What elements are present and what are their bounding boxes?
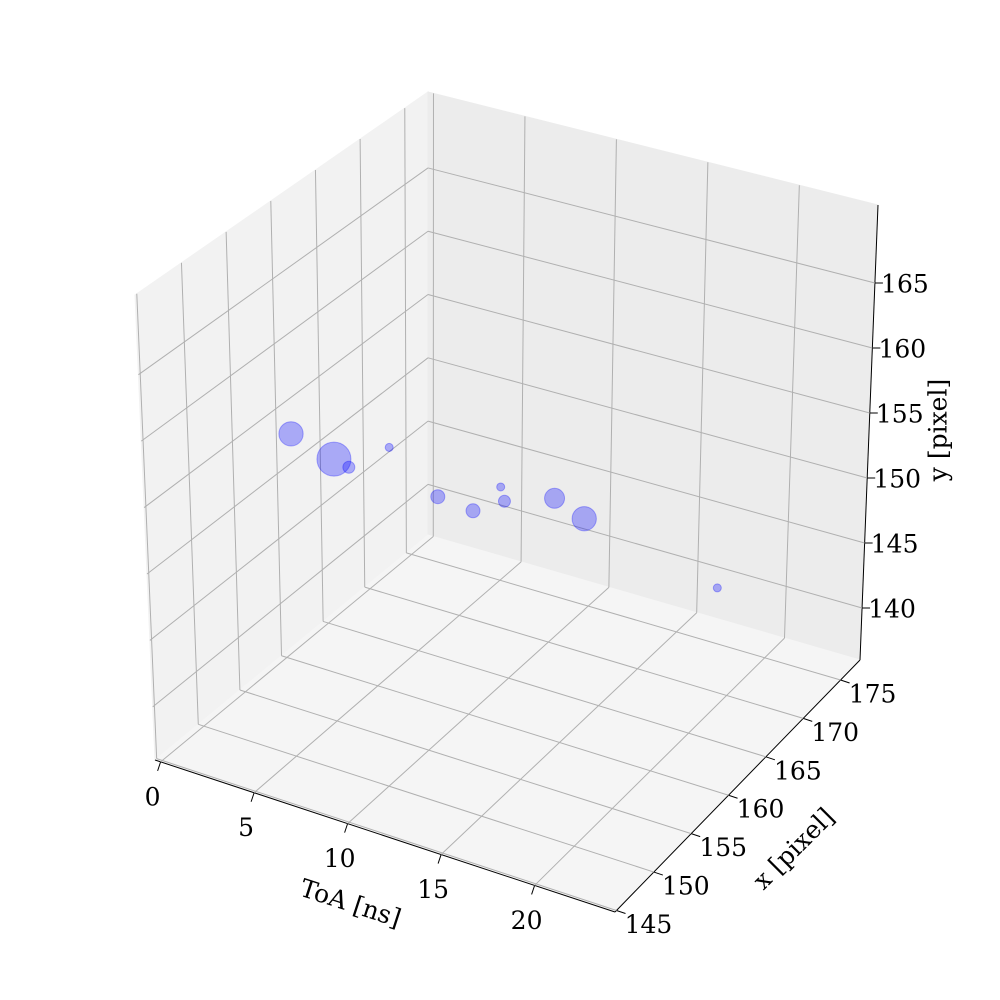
y-tick-label: 160 — [737, 795, 785, 824]
x-tick-label: 15 — [417, 875, 449, 904]
y-tick-label: 170 — [811, 718, 859, 747]
x-tick-label: 20 — [511, 906, 543, 935]
grid-line — [160, 536, 434, 763]
point — [278, 421, 304, 447]
grid-line — [347, 586, 610, 825]
grid-line — [253, 561, 522, 794]
tick-mark — [728, 794, 738, 799]
grid-line — [143, 294, 429, 508]
grid-line — [783, 185, 800, 639]
point — [544, 487, 566, 509]
grid-line — [152, 483, 429, 708]
z-tick-label: 160 — [878, 335, 926, 364]
x-axis-line — [154, 759, 616, 913]
tick-mark — [437, 854, 442, 864]
grid-line — [696, 162, 709, 613]
grid-line — [149, 420, 429, 641]
grid-line — [427, 294, 870, 414]
grid-line — [427, 230, 873, 349]
x-tick-label: 0 — [145, 782, 161, 811]
grid-line — [138, 167, 429, 376]
grid-line — [322, 620, 767, 758]
grid-line — [198, 723, 654, 873]
grid-line — [427, 357, 868, 479]
grid-line — [440, 612, 698, 855]
grid-line — [608, 139, 617, 588]
grid-line — [156, 758, 617, 911]
y-tick-label: 145 — [625, 910, 673, 939]
point — [571, 506, 597, 532]
z-tick-label: 165 — [881, 270, 929, 299]
tick-mark — [616, 909, 626, 914]
grid-line — [406, 552, 841, 681]
grid-line — [534, 637, 785, 886]
tick-mark — [157, 761, 162, 772]
point — [465, 503, 481, 519]
z-tick-label: 150 — [873, 465, 921, 494]
y-tick-label: 150 — [662, 872, 710, 901]
grid-line — [225, 231, 241, 691]
point — [430, 489, 446, 505]
point — [384, 442, 394, 452]
y-tick-label: 175 — [849, 679, 897, 708]
tick-mark — [344, 823, 349, 833]
point — [497, 494, 511, 508]
z-tick-label: 155 — [876, 400, 924, 429]
grid-line — [180, 262, 199, 725]
grid-line — [359, 139, 366, 588]
x-tick-label: 10 — [324, 844, 356, 873]
grid-line — [364, 586, 804, 719]
grid-line — [427, 483, 863, 609]
x-tick-label: 5 — [238, 813, 254, 842]
grid-line — [140, 230, 429, 442]
grid-line — [427, 167, 876, 284]
grid-line — [136, 293, 158, 759]
tick-mark — [803, 717, 813, 722]
tick-mark — [691, 833, 701, 838]
z-tick-label: 140 — [868, 595, 916, 624]
grid-line — [520, 116, 526, 562]
grid-line — [146, 357, 429, 575]
x-axis-label: ToA [ns] — [297, 873, 405, 933]
grid-line — [270, 200, 283, 656]
y-tick-label: 165 — [774, 756, 822, 785]
tick-mark — [531, 885, 536, 895]
y-tick-label: 155 — [699, 833, 747, 862]
point — [316, 441, 352, 477]
z-axis-line — [859, 204, 879, 661]
grid-line — [314, 169, 324, 622]
point — [496, 482, 506, 492]
z-axis-label: y [pixel] — [924, 379, 953, 482]
grid-line — [404, 108, 407, 553]
point — [342, 460, 356, 474]
tick-mark — [765, 756, 776, 761]
tick-mark — [653, 871, 663, 876]
z-tick-label: 145 — [871, 530, 919, 559]
tick-mark — [840, 679, 850, 684]
grid-line — [427, 420, 865, 544]
y-axis-line — [614, 659, 861, 913]
grid-line — [281, 655, 729, 796]
point — [712, 583, 722, 593]
grid-line — [239, 689, 692, 835]
tick-mark — [250, 792, 255, 802]
